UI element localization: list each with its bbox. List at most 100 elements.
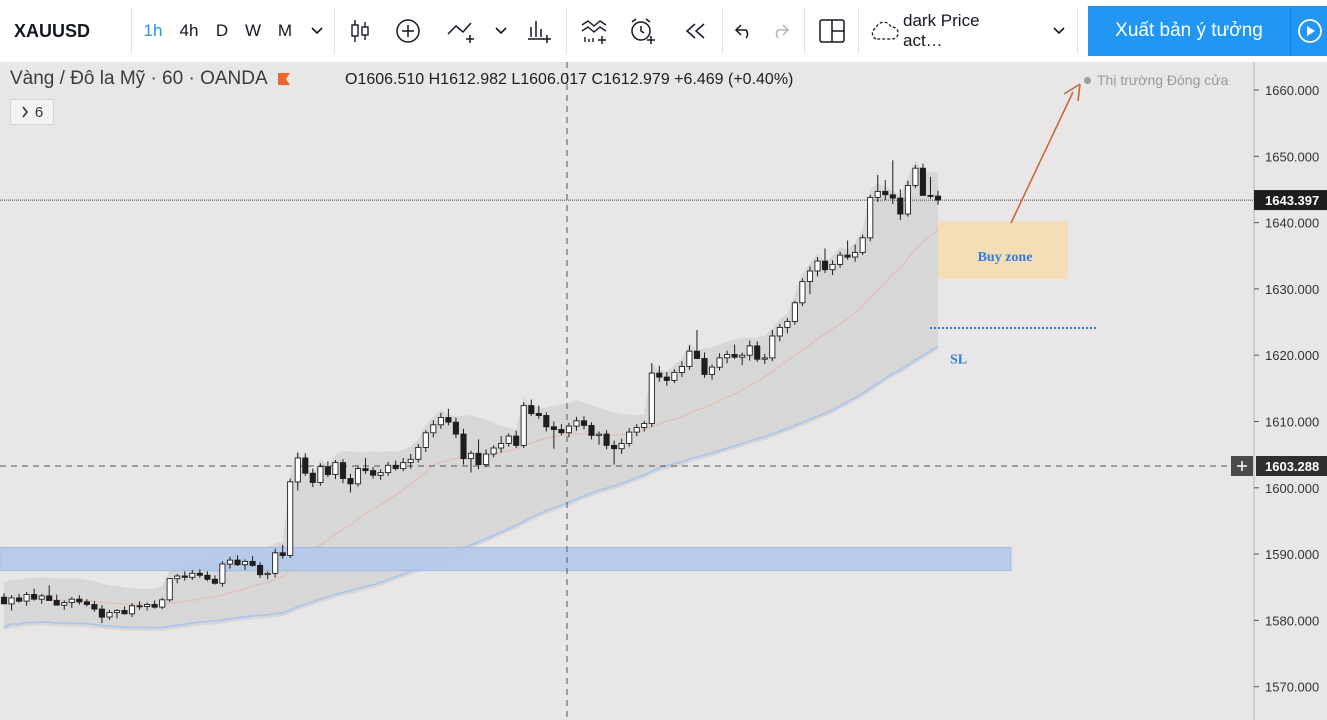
candle-body [445, 417, 452, 423]
candle [671, 369, 678, 384]
candle-body [912, 167, 919, 186]
candle-body [422, 432, 429, 448]
blue-moving-average-line [3, 345, 939, 629]
candle [166, 578, 173, 602]
redo-icon[interactable] [764, 0, 796, 62]
candle-body [241, 560, 249, 566]
candle [513, 430, 520, 449]
crosshair [0, 62, 1254, 720]
templates-wave-icon[interactable] [574, 0, 614, 62]
undo-icon[interactable] [728, 0, 760, 62]
candle [16, 593, 23, 603]
timeframe-d-button[interactable]: D [215, 21, 229, 40]
publish-idea-button[interactable]: Xuất bản ý tưởng [1088, 6, 1290, 56]
candle [821, 248, 829, 273]
candle-body [370, 470, 377, 476]
play-video-icon[interactable] [1290, 6, 1327, 56]
compare-add-icon[interactable] [388, 0, 428, 62]
price-chart[interactable]: Buy zone SL 1660.000 1650.000 1640.000 1630.… [0, 62, 1327, 720]
candle-body [91, 604, 98, 610]
support-zone [0, 546, 1012, 572]
candle [279, 544, 286, 559]
candle-body [852, 251, 859, 258]
candle-body [746, 345, 753, 356]
candle [528, 399, 535, 417]
candle-body [686, 350, 693, 367]
candle-body [354, 468, 362, 485]
candle-body [505, 435, 512, 444]
indicators-collapse-button[interactable]: 6 [10, 99, 54, 125]
candle [234, 555, 241, 567]
candle [430, 420, 437, 438]
candle [452, 417, 459, 439]
alert-clock-icon[interactable] [622, 0, 662, 62]
toolbar-divider [1077, 8, 1078, 54]
market-status: Thị trường Đóng cửa [1084, 72, 1228, 88]
timeframe-dropdown-chevron-icon[interactable] [304, 0, 330, 62]
candle-body [196, 572, 203, 576]
financials-bar-icon[interactable] [520, 0, 560, 62]
bar-replay-icon[interactable] [676, 0, 716, 62]
candle-body [663, 376, 670, 381]
candle [144, 602, 151, 611]
candle-body [16, 597, 23, 602]
indicators-icon[interactable] [440, 0, 484, 62]
candle-body [543, 415, 550, 428]
candle [746, 340, 753, 361]
candle [385, 461, 392, 476]
candle [934, 190, 942, 205]
candle-body [144, 604, 151, 607]
candle [121, 606, 128, 615]
candle-body [385, 464, 392, 474]
candle [347, 473, 354, 493]
indicators-dropdown-chevron-icon[interactable] [488, 0, 514, 62]
target-arrow-head-icon [1063, 83, 1081, 102]
candle-body [791, 302, 798, 322]
timeframe-m-button[interactable]: M [277, 21, 293, 40]
candle-body [121, 610, 128, 615]
candlestick-style-icon[interactable] [342, 0, 378, 62]
candle-body [889, 194, 896, 199]
candle-body [799, 281, 806, 304]
candle-body [498, 442, 505, 449]
template-dropdown-chevron-icon[interactable] [1046, 0, 1072, 62]
toolbar-divider [804, 8, 805, 54]
candle-body [475, 452, 482, 466]
flag-icon [277, 73, 290, 85]
candle-body [159, 599, 166, 608]
candle [415, 444, 422, 463]
candle-body [535, 413, 542, 416]
timeframe-w-button[interactable]: W [244, 21, 262, 40]
cloud-save-icon[interactable] [866, 0, 902, 62]
candle-body [588, 425, 595, 436]
candle-body [934, 195, 942, 201]
candle [761, 353, 768, 364]
candle [799, 278, 806, 307]
plus-icon [1237, 461, 1247, 472]
ohlc-values: O1606.510 H1612.982 L1606.017 C1612.979 … [345, 71, 794, 88]
chart-template-name[interactable]: dark Price act… [903, 11, 980, 50]
candle-body [234, 559, 241, 566]
candle [159, 597, 166, 610]
toolbar-divider [131, 8, 132, 54]
candle-body [671, 371, 678, 381]
candle-body [53, 600, 60, 606]
symbol-search-button[interactable]: XAUUSD [14, 20, 91, 41]
candle [226, 556, 234, 569]
candle-body [430, 424, 437, 434]
candle [520, 402, 527, 449]
candle [829, 260, 836, 275]
candle-body [626, 431, 633, 444]
timeframe-1h-button[interactable]: 1h [143, 21, 163, 40]
timeframe-4h-button[interactable]: 4h [179, 21, 199, 40]
candle [294, 452, 301, 491]
candle-body [701, 358, 708, 375]
layout-panels-icon[interactable] [812, 0, 852, 62]
candle [641, 420, 648, 432]
candle [204, 571, 211, 582]
candle-body [550, 426, 557, 430]
ma-band-fill [4, 160, 938, 631]
candle [535, 405, 542, 419]
candle [272, 548, 279, 578]
candle-body [407, 458, 414, 464]
